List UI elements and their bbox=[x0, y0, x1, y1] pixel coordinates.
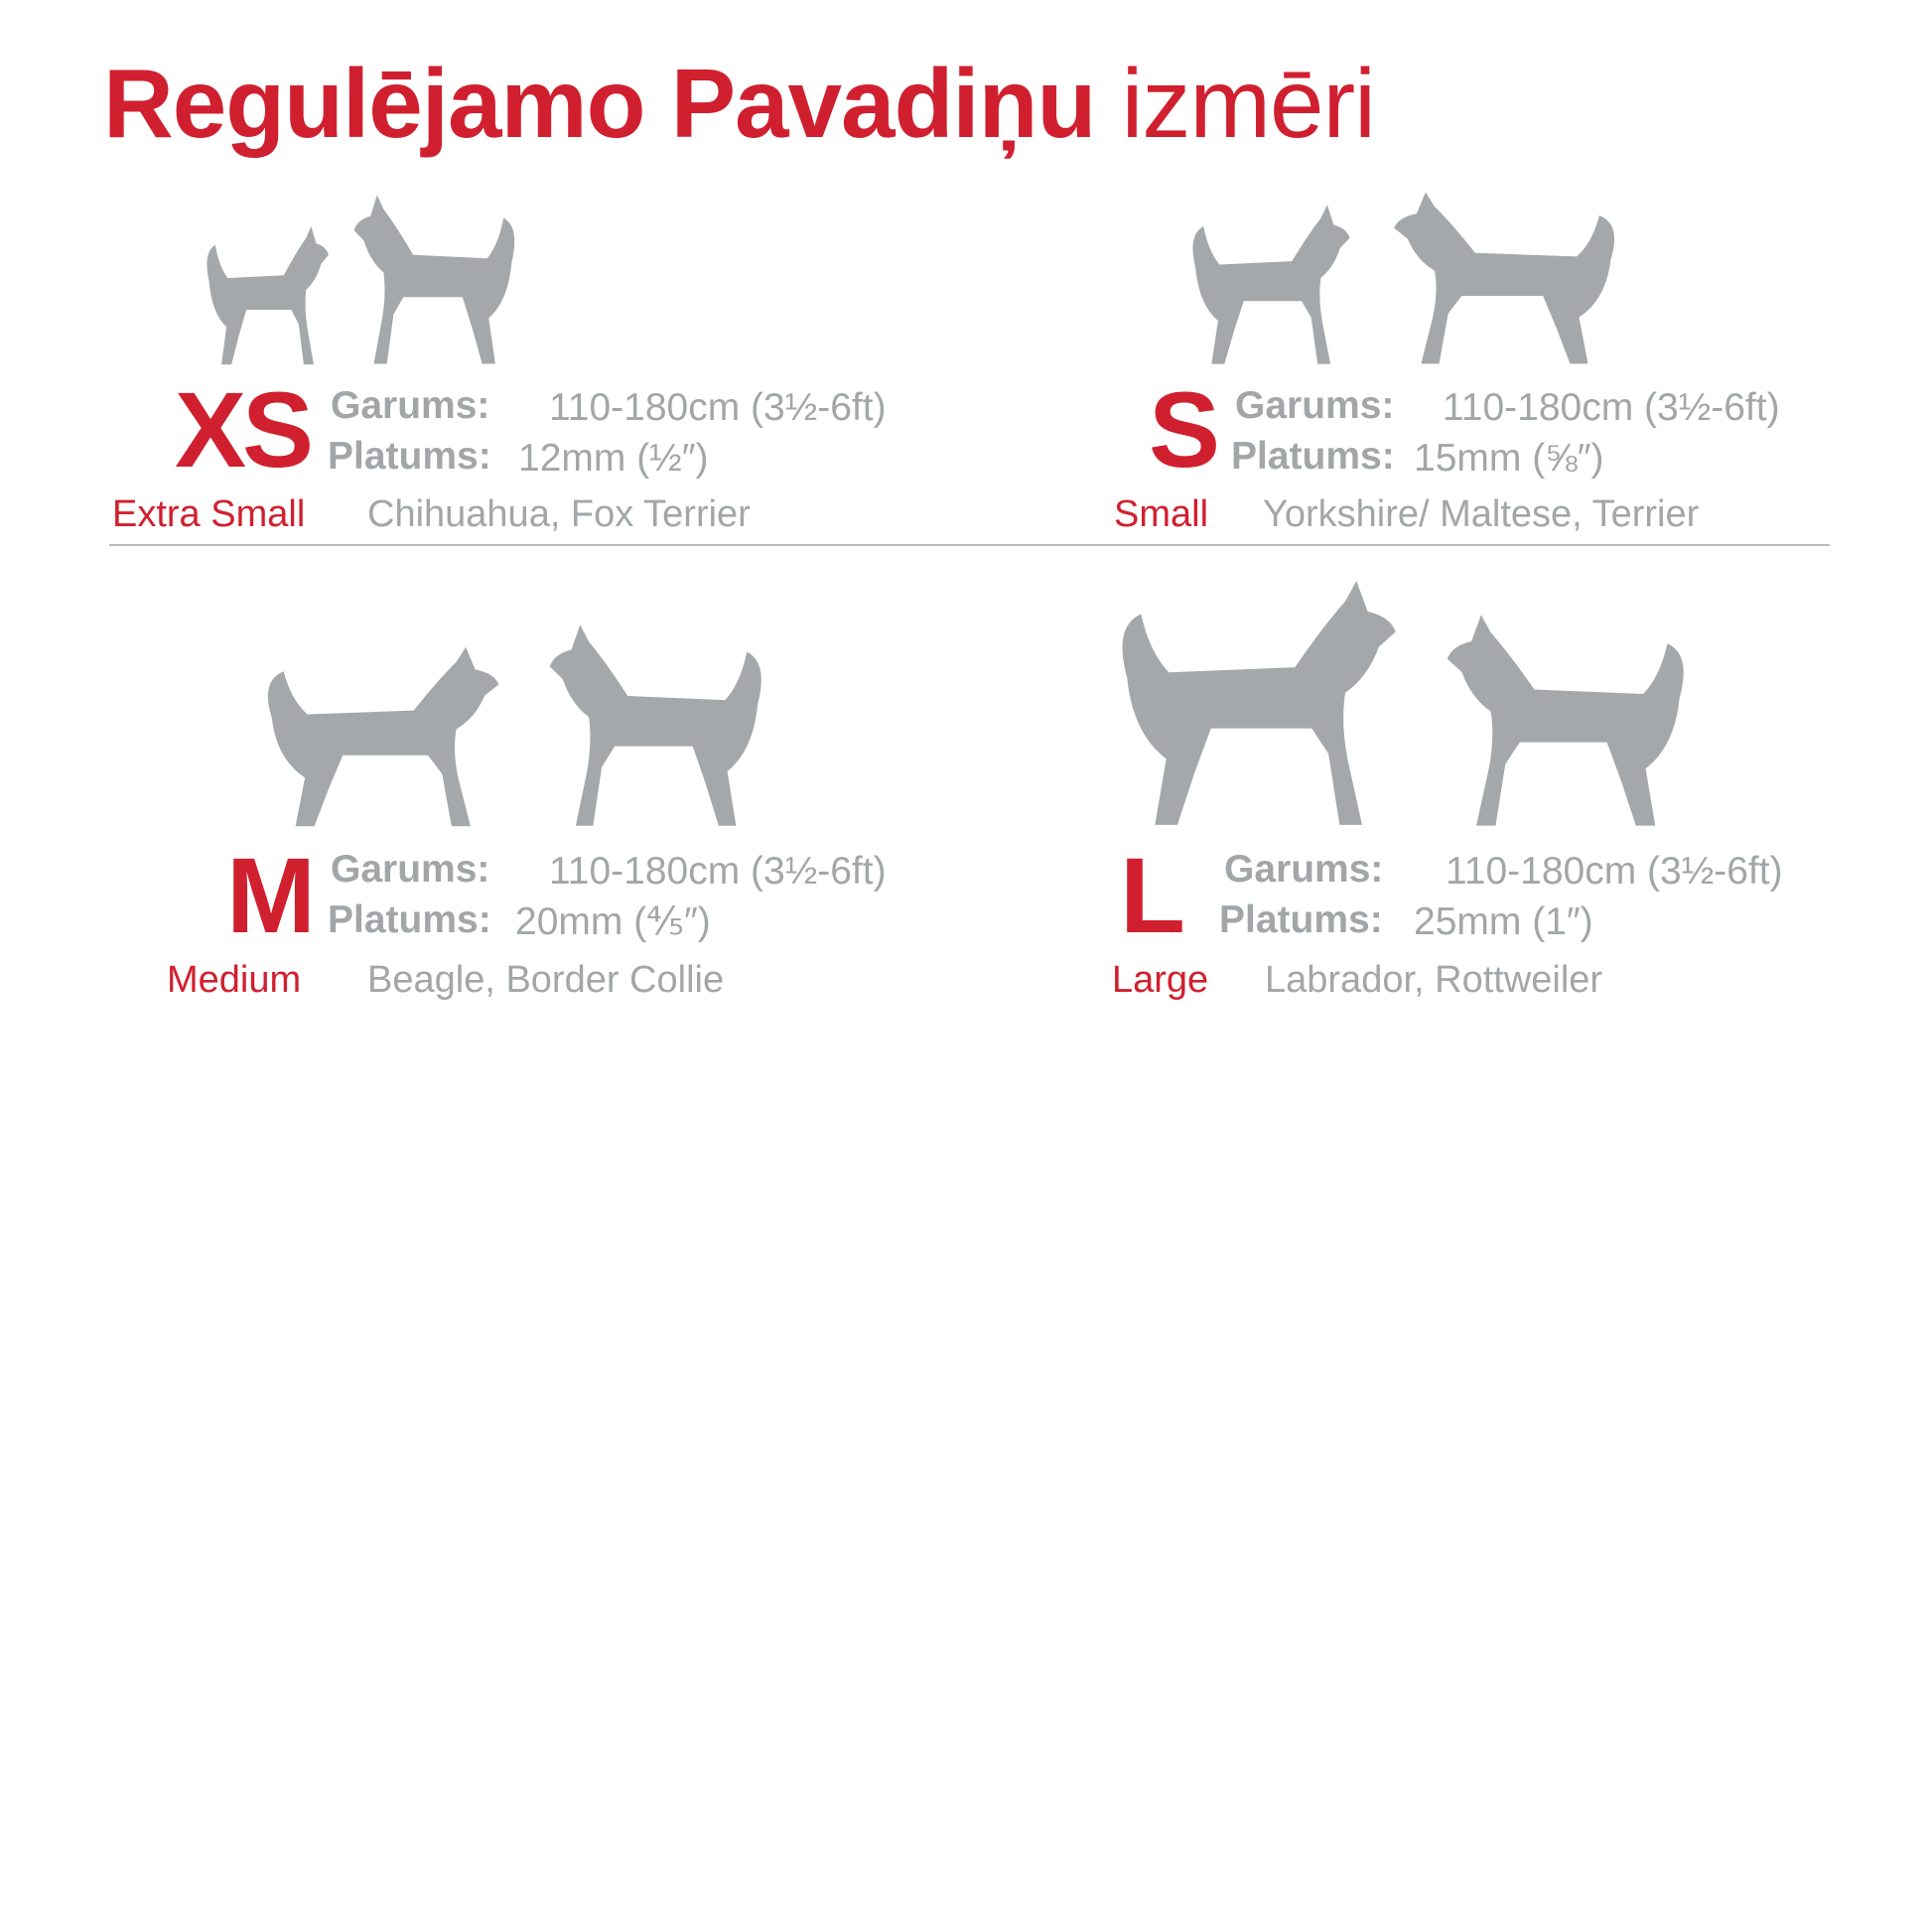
width-value: 15mm (⅝″) bbox=[1414, 437, 1604, 480]
width-value: 20mm (⅘″) bbox=[515, 900, 711, 943]
yorkshire-silhouette-icon bbox=[1192, 205, 1350, 364]
breeds: Yorkshire/ Maltese, Terrier bbox=[1263, 493, 1700, 535]
breeds: Beagle, Border Collie bbox=[367, 959, 725, 1001]
rottweiler-silhouette-icon bbox=[1447, 615, 1684, 826]
length-label: Garums: bbox=[331, 384, 490, 427]
size-name: Large bbox=[1112, 959, 1209, 1001]
width-label: Platums: bbox=[328, 435, 491, 478]
size-code-xs: XS bbox=[175, 369, 314, 489]
width-value: 25mm (1″) bbox=[1414, 900, 1593, 943]
section-divider bbox=[109, 544, 1830, 546]
beagle-silhouette-icon bbox=[267, 646, 499, 827]
chihuahua-silhouette-icon bbox=[207, 225, 329, 365]
border-collie-silhouette-icon bbox=[549, 624, 761, 826]
breeds: Labrador, Rottweiler bbox=[1265, 959, 1603, 1001]
width-label: Platums: bbox=[1219, 898, 1383, 941]
width-value: 12mm (½″) bbox=[518, 437, 709, 480]
length-label: Garums: bbox=[1235, 384, 1395, 427]
size-code-l: L bbox=[1120, 835, 1185, 955]
size-code-m: M bbox=[226, 835, 316, 955]
size-name: Extra Small bbox=[112, 493, 306, 535]
length-value: 110-180cm (3½-6ft) bbox=[1446, 850, 1783, 893]
breeds: Chihuahua, Fox Terrier bbox=[367, 493, 751, 535]
length-value: 110-180cm (3½-6ft) bbox=[1443, 386, 1780, 429]
length-label: Garums: bbox=[331, 848, 490, 891]
length-value: 110-180cm (3½-6ft) bbox=[549, 850, 887, 893]
size-name: Medium bbox=[167, 959, 302, 1001]
page-title: Regulējamo Pavadiņu izmēri bbox=[103, 48, 1376, 160]
title-light: izmēri bbox=[1121, 49, 1376, 158]
length-value: 110-180cm (3½-6ft) bbox=[549, 386, 887, 429]
size-code-s: S bbox=[1149, 369, 1220, 489]
size-name: Small bbox=[1114, 493, 1209, 535]
fox-terrier-silhouette-icon bbox=[353, 195, 515, 364]
length-label: Garums: bbox=[1224, 848, 1384, 891]
scottish-terrier-silhouette-icon bbox=[1394, 192, 1615, 364]
labrador-silhouette-icon bbox=[1122, 581, 1396, 825]
width-label: Platums: bbox=[328, 898, 491, 941]
width-label: Platums: bbox=[1231, 435, 1395, 478]
title-bold: Regulējamo Pavadiņu bbox=[103, 49, 1096, 158]
